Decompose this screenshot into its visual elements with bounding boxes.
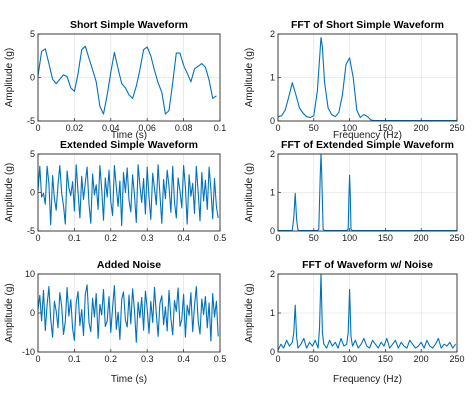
fft-noise-plot: FFT of Waveform w/ Noise Frequency (Hz) …: [244, 259, 465, 385]
extended-waveform-plot: Extended Simple Waveform Amplitude (g) 0…: [4, 139, 226, 243]
fft-extended-plot: FFT of Extended Simple Waveform Amplitud…: [244, 139, 465, 243]
added-noise-plot: Added Noise Time (s) Amplitude (g) 0 0.1 0…: [4, 259, 226, 385]
x-tick-label: 0.06: [138, 123, 156, 133]
x-tick-label: 0.08: [175, 123, 193, 133]
plot-title: Short Simple Waveform: [70, 19, 188, 31]
series-line: [278, 153, 457, 232]
x-tick-label: 250: [449, 123, 464, 133]
y-tick-label: 10: [25, 269, 35, 279]
x-tick-label: 0.5: [214, 354, 227, 364]
series-line: [277, 273, 457, 351]
x-tick-label: 0: [275, 123, 280, 133]
y-axis-label: Amplitude (g): [4, 163, 15, 222]
y-tick-label: 0: [270, 226, 275, 236]
y-axis-label: Amplitude (g): [244, 163, 255, 222]
x-tick-label: 0.4: [177, 233, 190, 243]
x-axis-label: Time (s): [111, 130, 147, 141]
x-tick-label: 250: [449, 233, 464, 243]
y-tick-label: 5: [30, 149, 35, 159]
fft-short-plot: FFT of Short Simple Waveform Frequency (…: [244, 19, 465, 141]
plot-title: FFT of Extended Simple Waveform: [281, 139, 454, 151]
y-tick-label: 1: [270, 308, 275, 318]
y-tick-label: -10: [22, 347, 35, 357]
y-tick-label: -5: [27, 226, 35, 236]
x-tick-label: 200: [414, 233, 429, 243]
x-tick-label: 0: [35, 354, 40, 364]
x-tick-label: 100: [342, 233, 357, 243]
y-tick-label: 0: [270, 116, 275, 126]
y-axis-label: Amplitude (g): [4, 48, 15, 107]
y-tick-label: -5: [27, 116, 35, 126]
y-axis-label: Amplitude (g): [244, 48, 255, 107]
y-tick-label: 0: [270, 347, 275, 357]
x-tick-label: 50: [309, 354, 319, 364]
x-tick-label: 0: [35, 233, 40, 243]
x-tick-label: 0: [275, 354, 280, 364]
x-tick-label: 50: [309, 123, 319, 133]
x-tick-label: 150: [378, 233, 393, 243]
x-tick-label: 0.1: [68, 233, 81, 243]
y-tick-label: 1: [270, 188, 275, 198]
plot-title: FFT of Waveform w/ Noise: [302, 259, 433, 271]
x-axis-label: Frequency (Hz): [333, 130, 402, 141]
y-tick-label: 5: [30, 29, 35, 39]
x-tick-label: 0.2: [105, 354, 118, 364]
x-tick-label: 0.02: [66, 123, 84, 133]
series-line: [37, 45, 217, 115]
x-tick-label: 0.04: [102, 123, 120, 133]
x-tick-label: 50: [309, 233, 319, 243]
y-tick-label: 0: [30, 188, 35, 198]
plot-title: FFT of Short Simple Waveform: [291, 19, 444, 31]
x-tick-label: 0.3: [141, 354, 154, 364]
x-tick-label: 150: [378, 123, 393, 133]
x-tick-label: 0.1: [214, 123, 227, 133]
series-line: [277, 36, 457, 122]
x-tick-label: 150: [378, 354, 393, 364]
x-axis-label: Time (s): [111, 374, 147, 385]
x-tick-label: 0.3: [141, 233, 154, 243]
x-tick-label: 0.4: [177, 354, 190, 364]
x-tick-label: 100: [342, 123, 357, 133]
x-tick-label: 0.5: [214, 233, 227, 243]
x-tick-label: 0.2: [105, 233, 118, 243]
series-line: [37, 284, 219, 343]
x-tick-label: 250: [449, 354, 464, 364]
y-tick-label: 0: [30, 308, 35, 318]
x-tick-label: 0: [35, 123, 40, 133]
series-line: [37, 164, 219, 227]
y-tick-label: 2: [270, 269, 275, 279]
y-tick-label: 2: [270, 149, 275, 159]
y-tick-label: 2: [270, 29, 275, 39]
x-tick-label: 0.1: [68, 354, 81, 364]
x-tick-label: 100: [342, 354, 357, 364]
plot-title: Added Noise: [97, 259, 161, 271]
y-tick-label: 0: [30, 73, 35, 83]
y-axis-label: Amplitude (g): [4, 283, 15, 342]
y-tick-label: 1: [270, 73, 275, 83]
x-tick-label: 200: [414, 354, 429, 364]
plot-title: Extended Simple Waveform: [60, 139, 198, 151]
x-axis-label: Frequency (Hz): [333, 374, 402, 385]
short-waveform-plot: Short Simple Waveform Time (s) Amplitude…: [4, 19, 226, 141]
x-tick-label: 200: [414, 123, 429, 133]
x-tick-label: 0: [275, 233, 280, 243]
y-axis-label: Amplitude (g): [244, 283, 255, 342]
